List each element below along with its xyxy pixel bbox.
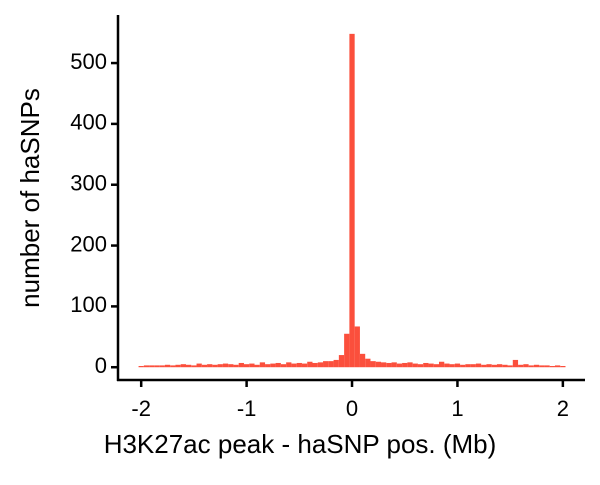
- bar: [539, 365, 545, 368]
- y-tick-label: 300: [70, 171, 107, 196]
- x-tick-label: -1: [237, 396, 257, 421]
- bar: [444, 363, 450, 368]
- bar: [359, 353, 366, 368]
- bar: [428, 363, 434, 368]
- bar: [265, 364, 271, 368]
- bar: [502, 364, 508, 368]
- bar: [407, 362, 413, 368]
- bar: [544, 365, 550, 368]
- bar: [180, 364, 186, 368]
- bar: [217, 364, 223, 368]
- bar: [191, 365, 197, 368]
- y-tick-label: 100: [70, 292, 107, 317]
- bar: [185, 364, 192, 368]
- bar: [222, 363, 229, 368]
- bar: [154, 365, 160, 368]
- bar: [286, 362, 292, 368]
- y-tick-label: 0: [95, 353, 107, 378]
- bar: [412, 363, 418, 368]
- y-tick-label: 200: [70, 231, 107, 256]
- bar: [149, 365, 155, 368]
- bar: [491, 364, 497, 368]
- bar: [554, 365, 561, 368]
- bar: [228, 364, 234, 368]
- bar: [481, 364, 487, 368]
- bar: [381, 362, 387, 368]
- bar: [291, 363, 297, 368]
- bar: [528, 365, 534, 368]
- x-tick-label: 2: [557, 396, 569, 421]
- bar: [280, 364, 287, 368]
- bar: [164, 364, 171, 368]
- bar: [349, 33, 355, 368]
- bar: [486, 364, 492, 368]
- bar: [238, 362, 244, 368]
- bar: [201, 364, 208, 368]
- bar: [354, 326, 360, 368]
- bar: [243, 364, 250, 368]
- bar: [423, 362, 429, 368]
- x-axis-title: H3K27ac peak - haSNP pos. (Mb): [104, 429, 497, 459]
- bar: [396, 363, 403, 368]
- bar: [170, 365, 176, 368]
- x-tick-label: -2: [131, 396, 151, 421]
- bar: [449, 364, 455, 368]
- bar: [249, 363, 255, 368]
- bar: [207, 364, 213, 368]
- bar: [549, 366, 555, 368]
- y-tick-label: 400: [70, 110, 107, 135]
- bar: [317, 362, 324, 368]
- bar: [365, 358, 371, 368]
- bar: [333, 359, 339, 368]
- bar: [323, 361, 329, 368]
- bar: [475, 363, 482, 368]
- bar: [196, 363, 202, 368]
- bar: [507, 365, 513, 368]
- bar: [375, 361, 382, 368]
- bar: [312, 362, 318, 368]
- y-axis-title: number of haSNPs: [15, 88, 45, 308]
- bar: [138, 366, 144, 368]
- bar: [496, 364, 503, 368]
- bar: [533, 364, 540, 368]
- bar: [344, 333, 350, 368]
- bar: [523, 364, 529, 368]
- bar: [560, 366, 566, 368]
- bar: [301, 363, 308, 368]
- bar: [275, 362, 281, 368]
- x-tick-label: 1: [451, 396, 463, 421]
- bar: [438, 361, 445, 368]
- bar: [433, 364, 439, 368]
- bar: [338, 355, 345, 368]
- x-tick-label: 0: [346, 396, 358, 421]
- bar: [512, 359, 519, 368]
- bar: [460, 364, 466, 368]
- bar: [370, 361, 376, 368]
- bar: [386, 362, 392, 368]
- bar: [328, 361, 334, 368]
- bar: [270, 363, 276, 368]
- bar: [296, 362, 302, 368]
- bar: [307, 361, 313, 368]
- bar: [175, 364, 181, 368]
- bar: [212, 364, 218, 368]
- bar: [259, 362, 266, 368]
- bar: [518, 364, 524, 368]
- bar: [233, 364, 239, 368]
- bar: [417, 364, 424, 368]
- bar: [402, 362, 408, 368]
- bar: [454, 363, 461, 368]
- bar: [465, 364, 471, 368]
- bar: [391, 362, 397, 368]
- bar: [254, 364, 260, 368]
- bar: [470, 364, 476, 368]
- bar: [143, 365, 150, 368]
- y-tick-label: 500: [70, 49, 107, 74]
- bar: [159, 365, 165, 368]
